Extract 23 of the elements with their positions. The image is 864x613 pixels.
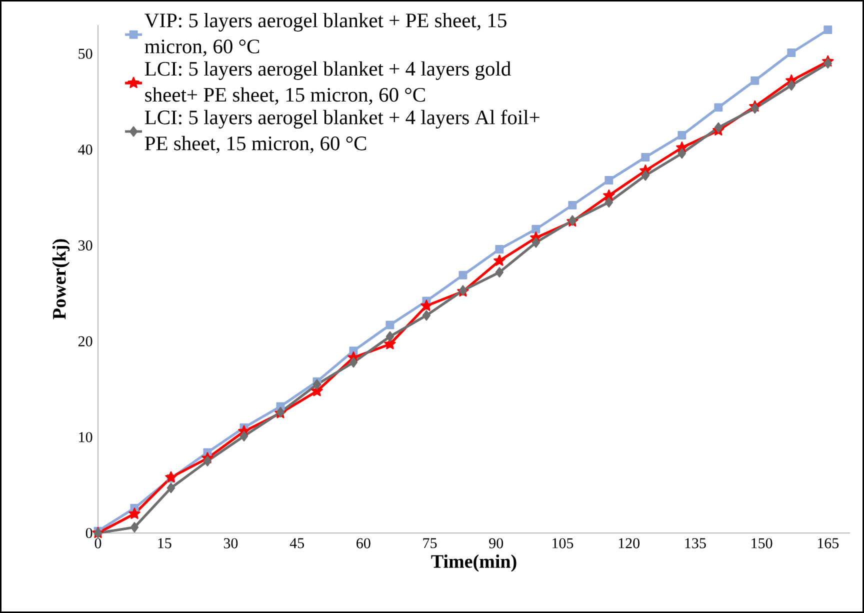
x-tick-label: 60 [356,538,370,548]
y-tick-label: 20 [78,336,92,346]
y-tick-label: 10 [79,432,92,442]
x-tick-label: 0 [94,538,102,548]
x-tick-label: 15 [158,538,172,548]
x-tick-label: 90 [489,538,504,548]
legend-label: LCI: 5 layers aerogel blanket + 4 layers gold sheet+ PE sheet, 15 micron, 60 °C [144,61,511,105]
x-tick-label: 150 [752,538,772,548]
y-tick-label: 40 [78,144,92,155]
x-tick-label: 165 [818,538,839,548]
legend-label: VIP: 5 layers aerogel blanket + PE sheet, 15 micron, 60 °C [144,12,506,56]
x-tick-label: 135 [685,538,706,548]
x-axis-title: Time(min) [431,554,516,572]
x-tick-label: 30 [224,538,238,548]
x-tick-label: 120 [618,538,640,548]
legend-label: LCI: 5 layers aerogel blanket + 4 layers Al foil+ PE sheet, 15 micron, 60 °C [144,110,540,154]
y-tick-label: 50 [78,48,92,59]
y-tick-label: 0 [86,528,92,538]
y-tick-label: 30 [78,240,92,251]
x-tick-label: 105 [552,538,574,548]
x-tick-label: 75 [423,538,437,548]
y-axis-title: Power(kj) [52,239,70,320]
x-tick-label: 45 [290,538,304,548]
